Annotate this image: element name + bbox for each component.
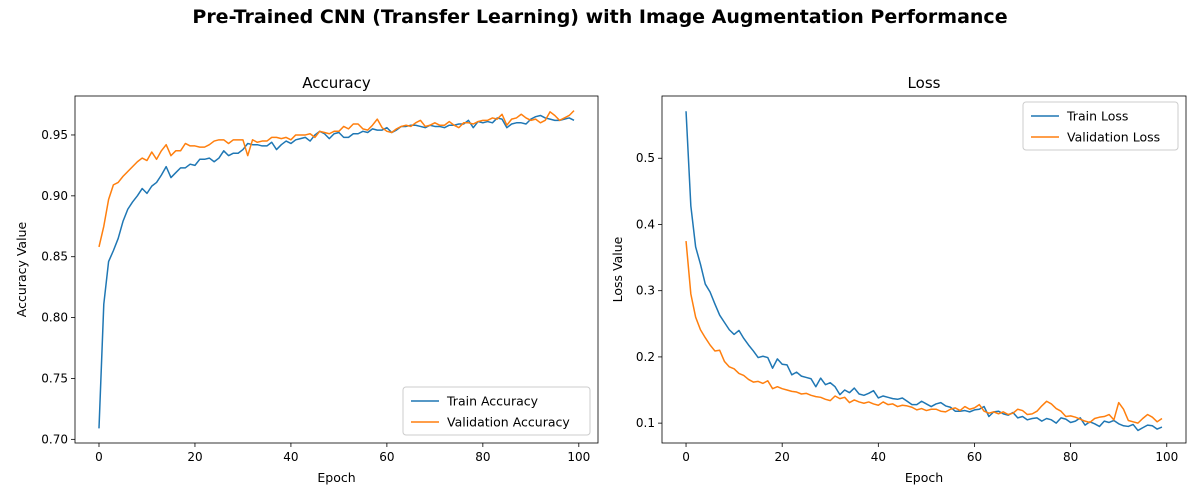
accuracy-legend-box (402, 386, 591, 436)
accuracy-x-tick-label: 40 (283, 450, 298, 464)
loss-x-tick-label: 100 (1155, 450, 1178, 464)
accuracy-series-line-validation (98, 110, 575, 248)
accuracy-x-tick-label: 80 (475, 450, 490, 464)
loss-legend: Train Loss Validation Loss (1022, 101, 1179, 151)
loss-y-tick-label: 0.2 (636, 350, 655, 364)
accuracy-x-tick-label: 20 (187, 450, 202, 464)
accuracy-y-tick-label: 0.70 (41, 432, 68, 446)
accuracy-y-tick-label: 0.90 (41, 189, 68, 203)
loss-x-tick-label: 20 (775, 450, 790, 464)
loss-x-tick-label: 80 (1063, 450, 1078, 464)
loss-plot-frame (661, 95, 1187, 444)
loss-series-line-train (685, 111, 1163, 432)
accuracy-legend-label-validation: Validation Accuracy (447, 415, 570, 430)
loss-y-axis-label: Loss Value (610, 236, 625, 302)
accuracy-y-tick-label: 0.85 (41, 250, 68, 264)
accuracy-y-tick-label: 0.95 (41, 128, 68, 142)
accuracy-y-tick-label: 0.75 (41, 371, 68, 385)
loss-x-axis-label: Epoch (905, 470, 943, 485)
accuracy-x-axis-label: Epoch (317, 470, 355, 485)
loss-y-tick-label: 0.3 (636, 284, 655, 298)
loss-y-tick-label: 0.4 (636, 217, 655, 231)
figure-title: Pre-Trained CNN (Transfer Learning) with… (192, 6, 1008, 28)
loss-series-line-validation (685, 240, 1163, 424)
loss-legend-label-train: Train Loss (1066, 109, 1128, 124)
accuracy-y-axis-label: Accuracy Value (14, 222, 29, 318)
accuracy-legend-label-train: Train Accuracy (446, 394, 539, 409)
loss-y-tick-label: 0.1 (636, 416, 655, 430)
accuracy-x-tick-label: 60 (379, 450, 394, 464)
loss-legend-label-validation: Validation Loss (1067, 130, 1160, 145)
loss-chart-title: Loss (908, 74, 941, 92)
accuracy-chart-title: Accuracy (302, 74, 371, 92)
accuracy-x-tick-label: 0 (95, 450, 103, 464)
loss-x-tick-label: 40 (871, 450, 886, 464)
loss-legend-box (1022, 101, 1179, 151)
accuracy-x-tick-label: 100 (567, 450, 590, 464)
accuracy-legend: Train Accuracy Validation Accuracy (402, 386, 591, 436)
accuracy-y-tick-label: 0.80 (41, 311, 68, 325)
loss-chart: 0 20 40 60 80 100 0.1 0.2 0.3 0.4 0.5 Loss Epoch Loss… (610, 74, 1187, 485)
accuracy-series-line-train (98, 114, 575, 429)
accuracy-chart: 0 20 40 60 80 100 0.70 0.75 0.80 0.85 0.90 0.95 Accu… (14, 74, 599, 485)
accuracy-plot-frame (74, 95, 599, 444)
loss-y-tick-label: 0.5 (636, 151, 655, 165)
loss-x-tick-label: 0 (682, 450, 690, 464)
loss-x-tick-label: 60 (967, 450, 982, 464)
